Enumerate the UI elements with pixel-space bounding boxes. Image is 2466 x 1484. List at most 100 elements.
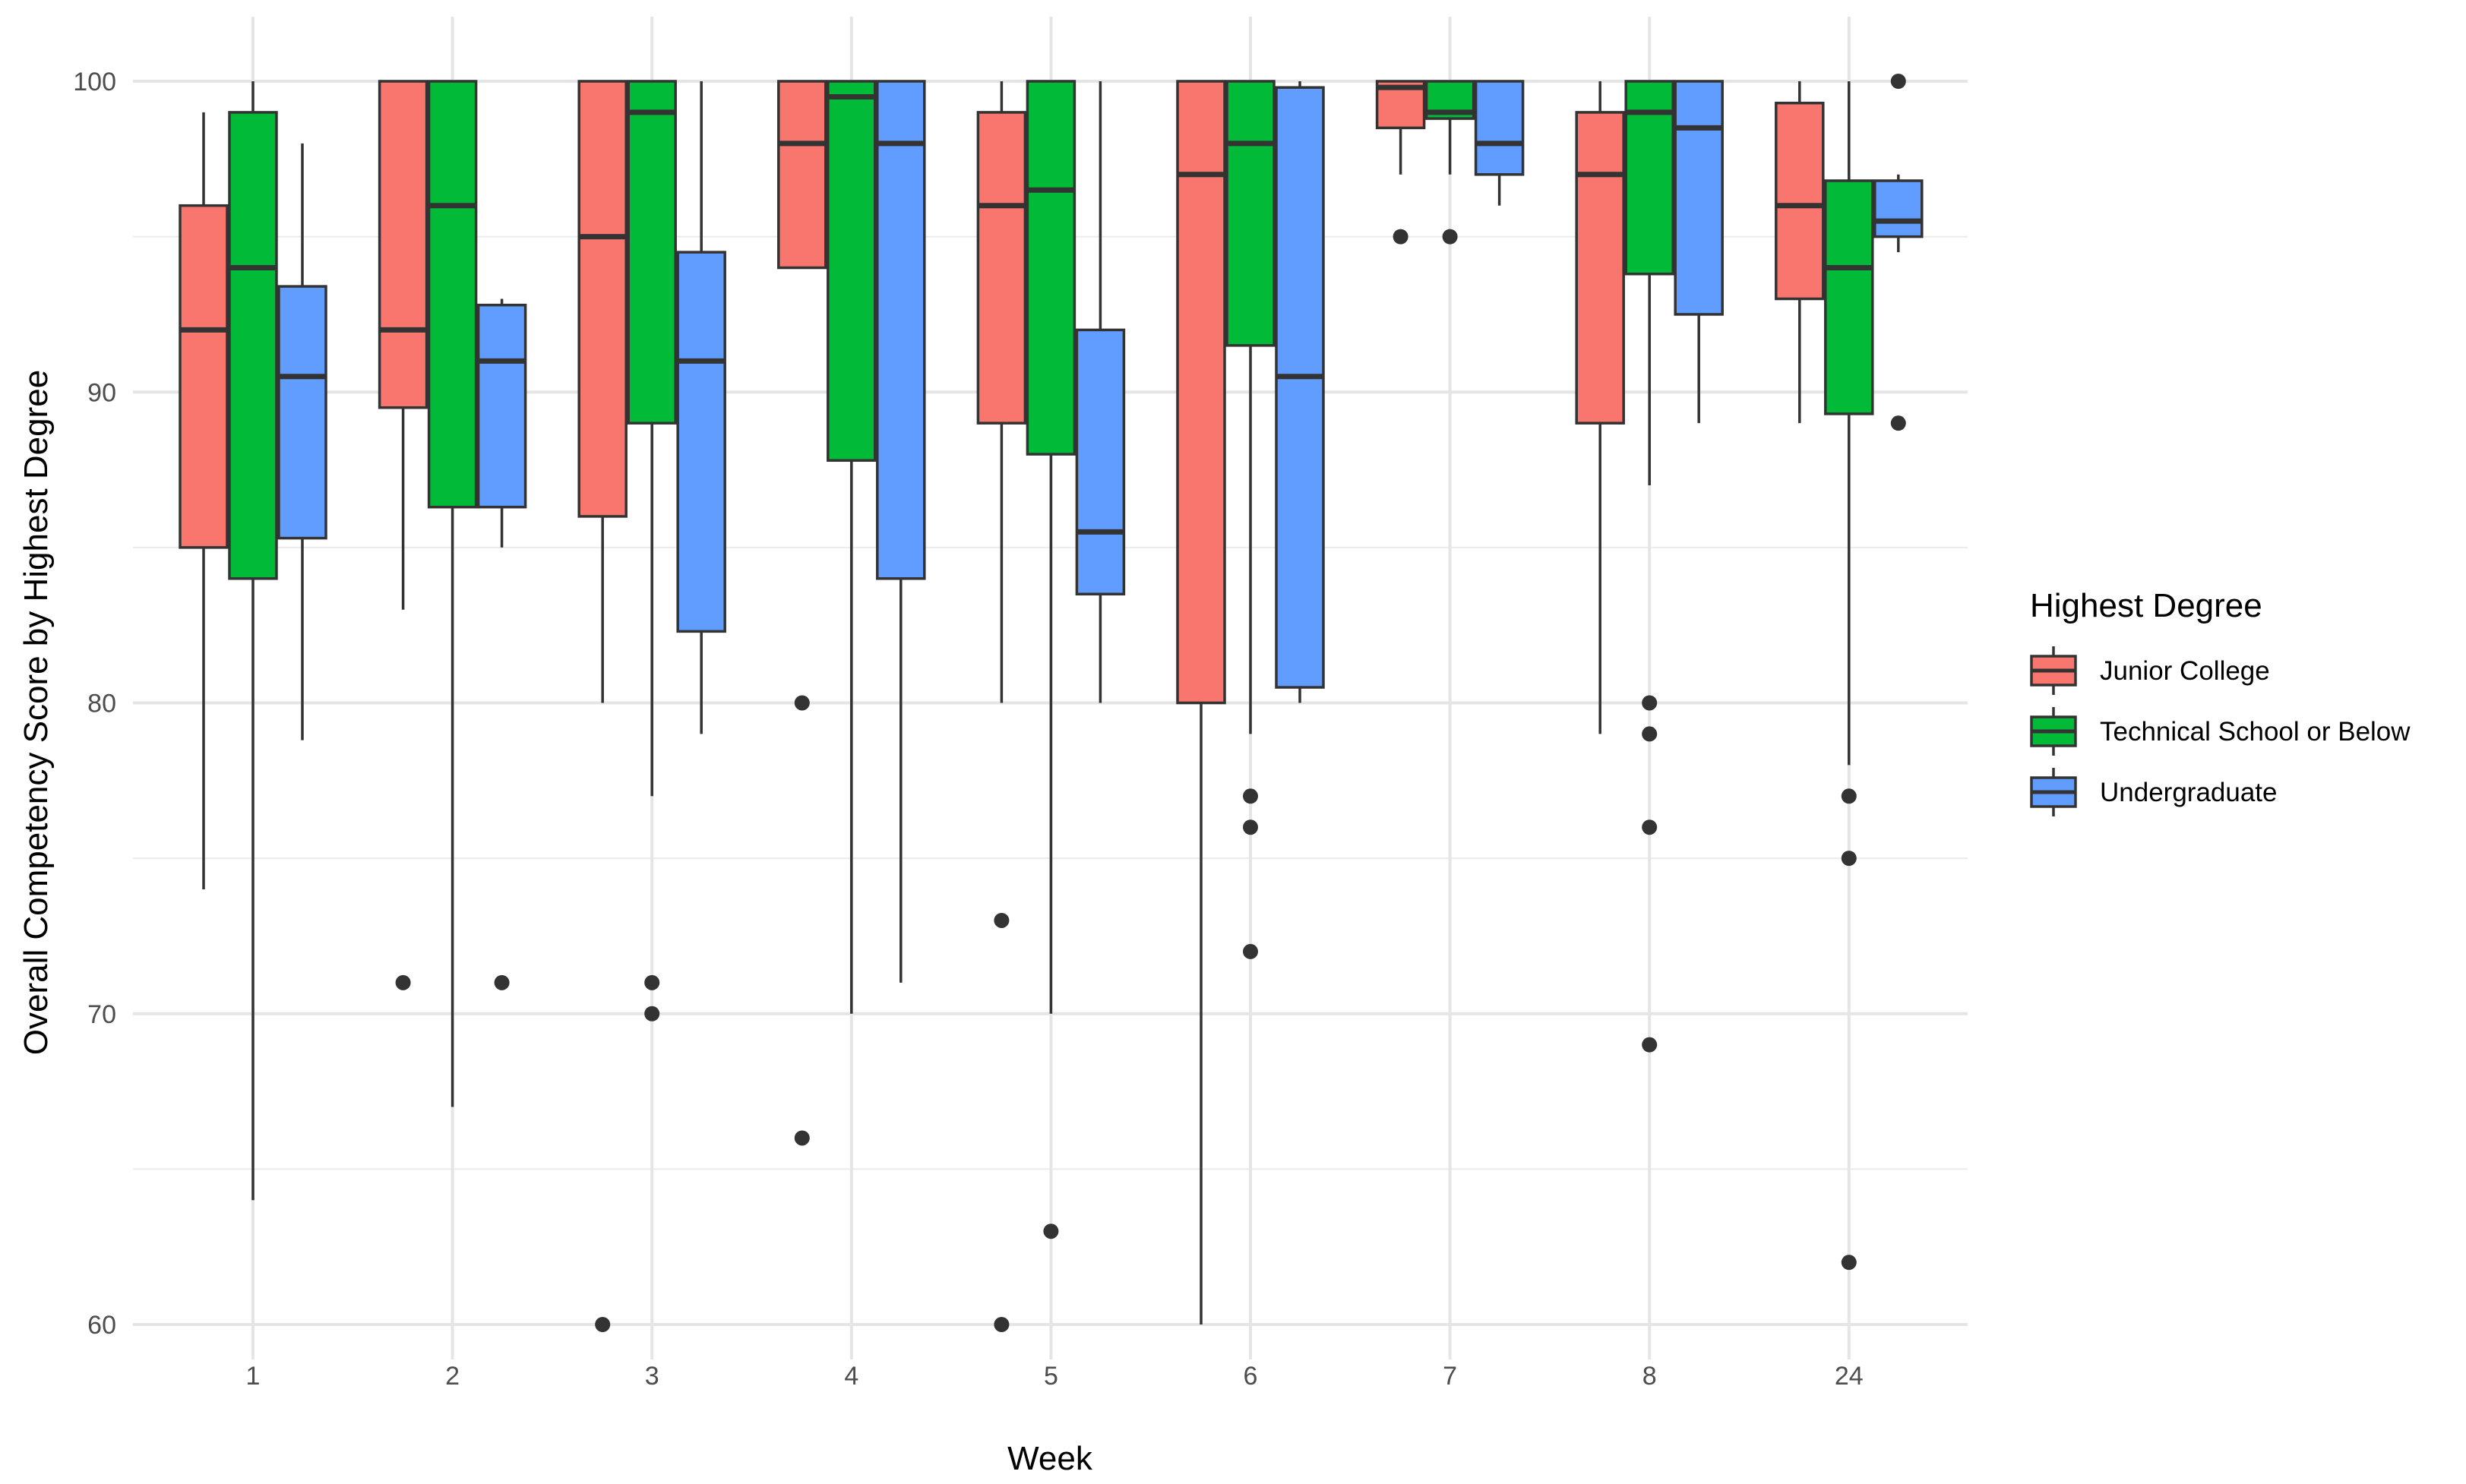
x-tick-label: 6	[1244, 1362, 1258, 1391]
x-tick-label: 5	[1044, 1362, 1058, 1391]
legend-item: Undergraduate	[2030, 768, 2278, 816]
outlier-point	[1841, 851, 1857, 867]
box-undergraduate-week-1	[277, 143, 327, 740]
outlier-point	[1841, 1255, 1857, 1271]
iqr-box	[277, 285, 327, 540]
iqr-box	[1824, 179, 1874, 415]
box-undergraduate-week-24	[1873, 74, 1924, 431]
y-tick-label: 100	[73, 68, 116, 96]
outlier-point	[794, 1130, 810, 1146]
box-undergraduate-week-6	[1275, 81, 1325, 703]
outlier-point	[1243, 788, 1258, 804]
x-tick-label: 1	[246, 1362, 261, 1391]
outlier-point	[1890, 74, 1906, 89]
y-axis-title: Overall Competency Score by Highest Degr…	[17, 370, 55, 1055]
x-tick-label: 3	[645, 1362, 659, 1391]
outlier-point	[395, 974, 411, 990]
outlier-point	[595, 1317, 611, 1332]
iqr-box	[1176, 80, 1226, 705]
outlier-point	[1642, 819, 1658, 835]
box-technical-school-or-below-week-4	[827, 80, 877, 1014]
iqr-box	[179, 204, 229, 549]
outlier-point	[994, 1317, 1010, 1332]
outlier-point	[1243, 819, 1258, 835]
iqr-box	[1075, 328, 1126, 596]
outlier-point	[1642, 695, 1658, 711]
x-tick-label: 7	[1443, 1362, 1457, 1391]
iqr-box	[577, 80, 628, 518]
x-axis-title: Week	[1007, 1440, 1093, 1477]
x-tick-label: 4	[844, 1362, 858, 1391]
iqr-box	[1275, 86, 1325, 689]
x-tick-label: 8	[1642, 1362, 1657, 1391]
x-tick-label: 2	[445, 1362, 460, 1391]
outlier-point	[1442, 229, 1458, 245]
iqr-box	[1225, 80, 1276, 347]
legend-item: Technical School or Below	[2030, 707, 2411, 756]
iqr-box	[1873, 179, 1924, 238]
box-junior-college-week-1	[179, 112, 229, 890]
box-junior-college-week-3	[577, 80, 628, 1332]
box-plots	[179, 74, 1924, 1332]
iqr-box	[876, 80, 926, 580]
box-technical-school-or-below-week-7	[1424, 80, 1475, 245]
box-junior-college-week-5	[976, 81, 1027, 1332]
box-junior-college-week-8	[1575, 81, 1625, 734]
legend-label: Undergraduate	[2100, 778, 2278, 807]
iqr-box	[1775, 101, 1825, 301]
box-technical-school-or-below-week-6	[1225, 80, 1276, 959]
box-undergraduate-week-3	[676, 81, 726, 734]
x-tick-label: 24	[1835, 1362, 1864, 1391]
iqr-box	[676, 251, 726, 633]
outlier-point	[644, 974, 660, 990]
outlier-point	[994, 912, 1010, 928]
box-junior-college-week-4	[777, 80, 827, 1146]
y-tick-label: 60	[87, 1311, 116, 1340]
box-undergraduate-week-7	[1474, 80, 1525, 206]
iqr-box	[1575, 111, 1625, 425]
iqr-box	[827, 80, 877, 463]
y-tick-label: 70	[87, 1000, 116, 1029]
box-technical-school-or-below-week-2	[427, 80, 478, 1107]
legend-label: Junior College	[2100, 656, 2270, 686]
iqr-box	[627, 80, 677, 425]
outlier-point	[1393, 229, 1408, 245]
box-technical-school-or-below-week-3	[627, 80, 677, 1021]
legend-label: Technical School or Below	[2100, 717, 2411, 747]
box-technical-school-or-below-week-5	[1026, 80, 1077, 1239]
outlier-point	[1043, 1224, 1059, 1239]
legend-item: Junior College	[2030, 646, 2270, 695]
box-undergraduate-week-4	[876, 80, 926, 983]
y-tick-label: 80	[87, 690, 116, 718]
iqr-box	[1474, 80, 1525, 176]
box-junior-college-week-7	[1375, 80, 1426, 245]
y-tick-label: 90	[87, 378, 116, 407]
iqr-box	[476, 303, 527, 509]
box-undergraduate-week-5	[1075, 81, 1126, 703]
box-junior-college-week-2	[378, 80, 428, 990]
y-axis-ticks: 60 70 80 90 100	[73, 68, 116, 1340]
box-technical-school-or-below-week-1	[228, 81, 278, 1201]
legend-title: Highest Degree	[2030, 587, 2262, 624]
iqr-box	[1674, 80, 1724, 316]
outlier-point	[1642, 1037, 1658, 1053]
outlier-point	[1642, 726, 1658, 742]
box-undergraduate-week-8	[1674, 80, 1724, 424]
legend: Highest Degree Junior College Technical Sc…	[2030, 587, 2411, 816]
iqr-box	[777, 80, 827, 270]
iqr-box	[228, 111, 278, 580]
outlier-point	[644, 1006, 660, 1021]
iqr-box	[427, 80, 478, 509]
outlier-point	[1890, 415, 1906, 431]
iqr-box	[1026, 80, 1077, 456]
outlier-point	[494, 974, 510, 990]
outlier-point	[794, 695, 810, 711]
box-undergraduate-week-2	[476, 298, 527, 990]
box-technical-school-or-below-week-8	[1624, 80, 1674, 1053]
outlier-point	[1841, 788, 1857, 804]
iqr-box	[976, 111, 1027, 425]
box-technical-school-or-below-week-24	[1824, 81, 1874, 1271]
iqr-box	[378, 80, 428, 409]
box-junior-college-week-24	[1775, 81, 1825, 424]
